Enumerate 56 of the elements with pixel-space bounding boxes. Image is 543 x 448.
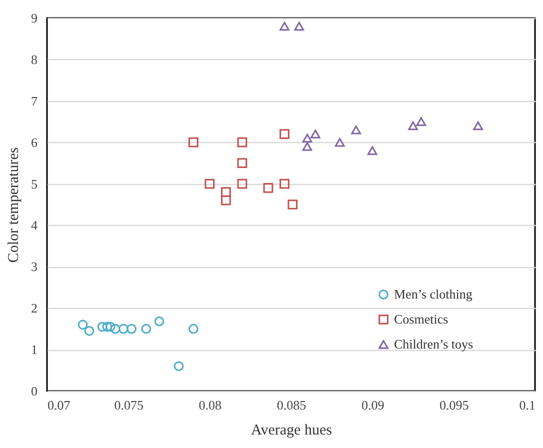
point [280, 22, 290, 31]
y-tick-label: 8 [31, 52, 38, 67]
legend-label: Children’s toys [394, 336, 474, 352]
point [237, 158, 248, 168]
point [84, 326, 94, 336]
point [294, 22, 304, 31]
y-axis-title: Color temperatures [6, 147, 22, 263]
point [237, 137, 248, 148]
point [110, 324, 120, 334]
y-tick-label: 5 [31, 176, 38, 192]
point [204, 178, 215, 189]
point [263, 182, 274, 193]
point [97, 322, 108, 332]
y-tick-label: 0 [31, 384, 38, 398]
point [280, 129, 290, 139]
point [154, 316, 164, 326]
point [174, 361, 184, 372]
x-tick-label: 0.095 [440, 398, 469, 412]
y-tick-label: 3 [31, 259, 38, 274]
point [118, 324, 128, 334]
point [221, 187, 231, 197]
y-tick-label: 1 [31, 342, 38, 358]
point [188, 324, 198, 334]
point [78, 320, 88, 330]
point [102, 322, 112, 332]
x-tick-label: 0.09 [361, 398, 384, 412]
point [334, 138, 345, 147]
x-tick-label: 0.1 [519, 398, 536, 412]
point [310, 130, 320, 138]
point [141, 324, 152, 334]
point [302, 134, 312, 143]
point [280, 178, 290, 189]
x-tick-label: 0.08 [198, 398, 222, 412]
point [416, 117, 426, 126]
x-axis-title: Average hues [251, 422, 332, 438]
point [302, 142, 312, 151]
point [408, 121, 418, 130]
point [237, 178, 248, 189]
y-tick-label: 4 [31, 218, 38, 233]
legend-label: Cosmetics [394, 312, 448, 326]
point [473, 121, 483, 130]
y-tick-label: 6 [31, 134, 38, 150]
point [288, 200, 298, 210]
point [221, 195, 231, 206]
x-tick-label: 0.07 [48, 398, 71, 412]
x-tick-label: 0.085 [276, 398, 306, 412]
point [351, 126, 361, 134]
y-tick-label: 7 [31, 93, 38, 108]
y-tick-label: 9 [31, 10, 38, 26]
x-tick-label: 0.075 [114, 398, 144, 412]
point [367, 146, 378, 155]
point [126, 324, 137, 334]
y-tick-label: 2 [31, 300, 38, 316]
legend-label: Men’s clothing [394, 286, 473, 302]
point [106, 322, 116, 332]
point [188, 137, 198, 148]
